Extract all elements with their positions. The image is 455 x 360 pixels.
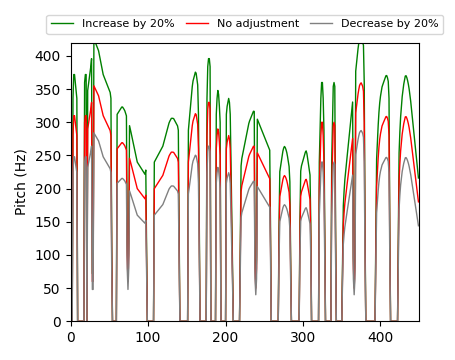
No adjustment [415,200,420,204]
Line: Decrease by 20%: Decrease by 20% [71,131,418,321]
No adjustment [401,118,406,122]
No adjustment [319,120,324,125]
Decrease by 20% [263,200,269,204]
Decrease by 20% [126,266,131,270]
Increase by 20% [410,130,415,134]
No adjustment [68,319,73,323]
No adjustment [106,127,112,131]
Increase by 20% [107,90,113,95]
Decrease by 20% [106,165,112,170]
Y-axis label: Pitch (Hz): Pitch (Hz) [15,149,29,215]
Increase by 20% [401,78,406,82]
Decrease by 20% [319,160,324,164]
Increase by 20% [320,96,325,100]
Line: No adjustment: No adjustment [71,83,418,321]
Line: Increase by 20%: Increase by 20% [71,43,418,321]
No adjustment [263,170,269,175]
Decrease by 20% [415,224,420,228]
Increase by 20% [126,123,132,128]
No adjustment [358,81,363,85]
Increase by 20% [264,142,269,147]
Decrease by 20% [410,193,415,197]
Increase by 20% [68,319,73,323]
No adjustment [410,161,415,166]
Legend: Increase by 20%, No adjustment, Decrease by 20%: Increase by 20%, No adjustment, Decrease… [46,15,442,34]
Decrease by 20% [358,129,363,133]
Increase by 20% [91,41,96,45]
No adjustment [126,253,131,257]
Decrease by 20% [401,158,406,162]
Increase by 20% [415,176,420,180]
Decrease by 20% [68,319,73,323]
